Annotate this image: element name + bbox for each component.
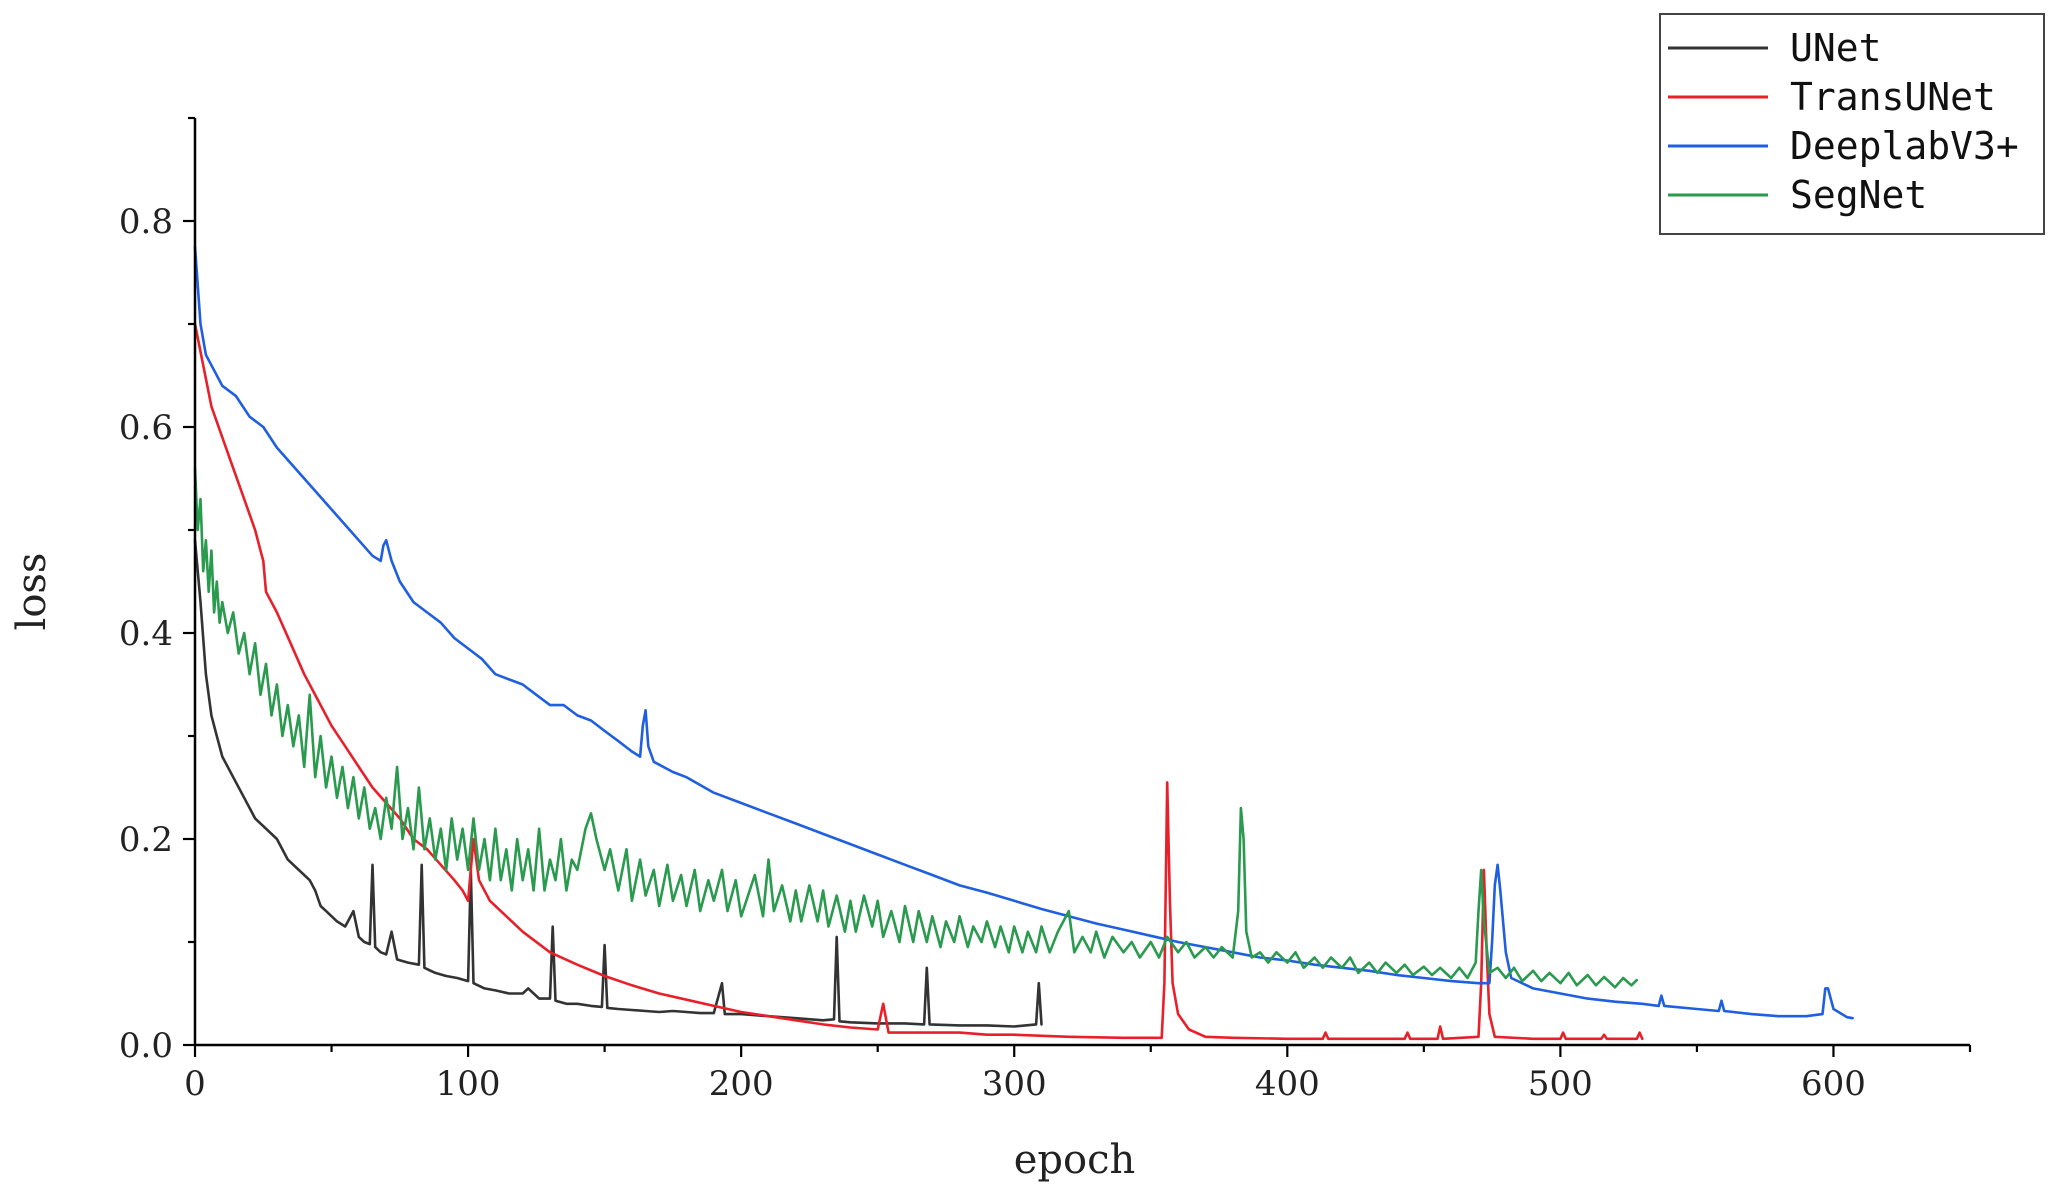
y-tick-label: 0.8	[119, 202, 173, 242]
y-ticks: 0.0 0.2 0.4 0.6 0.8	[119, 116, 195, 1066]
y-tick-label: 0.2	[119, 820, 173, 860]
x-tick-label: 400	[1255, 1064, 1320, 1104]
x-tick-label: 200	[709, 1064, 774, 1104]
series-layer	[193, 245, 1854, 1041]
y-tick-label: 0.4	[119, 614, 173, 654]
x-tick-label: 0	[184, 1064, 206, 1104]
series-line-segnet	[193, 466, 1639, 989]
y-tick-label: 0.0	[119, 1026, 173, 1066]
axes-layer: 0 100 200 300 400 500 600 0.0 0.2 0.4 0.6 0.8	[119, 116, 1972, 1104]
y-tick-label: 0.6	[119, 408, 173, 448]
x-ticks: 0 100 200 300 400 500 600	[184, 1045, 1972, 1104]
legend-label: UNet	[1790, 26, 1882, 70]
legend-label: SegNet	[1790, 173, 1927, 217]
series-line-transunet	[193, 322, 1644, 1041]
x-axis-title: epoch	[1014, 1137, 1136, 1183]
legend-label: DeeplabV3+	[1790, 124, 2019, 168]
series-line-deeplabv3	[193, 245, 1854, 1020]
legend-label: TransUNet	[1790, 75, 1996, 119]
legend: UNet TransUNet DeeplabV3+ SegNet	[1659, 13, 2045, 235]
x-tick-label: 600	[1801, 1064, 1866, 1104]
series-line-unet	[193, 539, 1043, 1028]
legend-box	[1659, 13, 2045, 235]
x-tick-label: 100	[436, 1064, 501, 1104]
y-axis-title: loss	[9, 553, 55, 631]
x-tick-label: 500	[1528, 1064, 1593, 1104]
x-tick-label: 300	[982, 1064, 1047, 1104]
